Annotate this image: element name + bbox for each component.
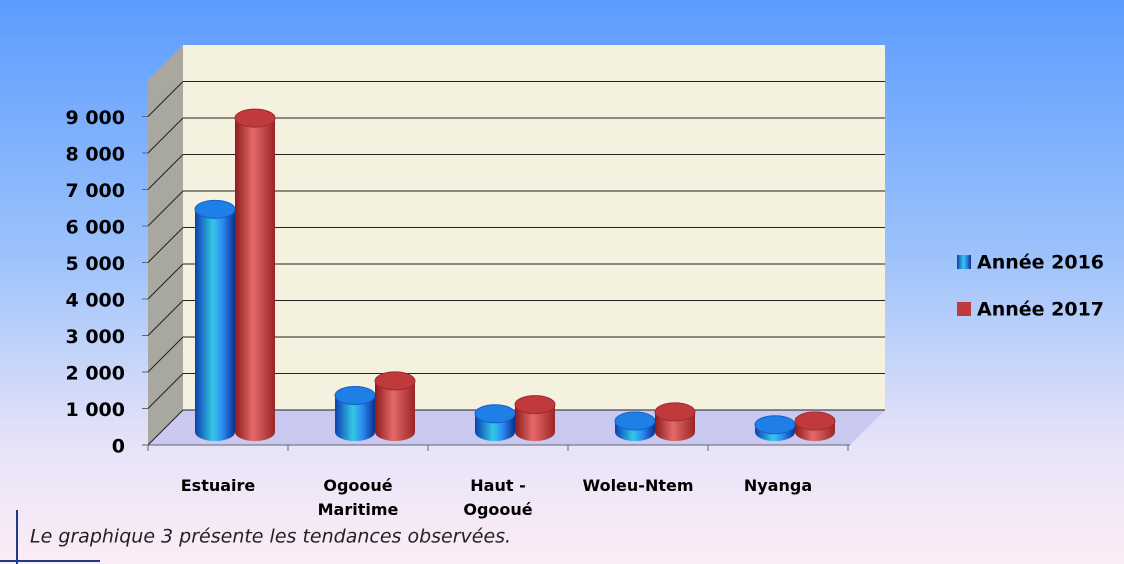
x-tick-label: Woleu-Ntem [582, 476, 694, 495]
bar-top [474, 404, 516, 424]
y-tick-label: 1 000 [66, 399, 126, 421]
bar-body [235, 118, 275, 432]
legend-label: Année 2016 [977, 252, 1104, 274]
y-tick-label: 5 000 [66, 253, 126, 275]
x-tick-label: Estuaire [180, 476, 256, 495]
y-tick-label: 8 000 [66, 144, 126, 166]
bar-bottom [515, 423, 555, 441]
x-tick-label: Nyanga [743, 476, 813, 495]
bar-top [234, 108, 276, 128]
grid-line [147, 336, 184, 373]
y-tick-label: 6 000 [66, 217, 126, 239]
bar-bottom [475, 423, 515, 441]
y-tick-label: 9 000 [66, 107, 126, 129]
bar-top [334, 386, 376, 405]
legend-label: Année 2017 [977, 299, 1104, 321]
grid-line [147, 300, 184, 336]
bar-top [194, 199, 236, 219]
bar-top [514, 395, 556, 415]
grid-line [147, 409, 184, 446]
bar-top [754, 415, 796, 435]
bar [194, 199, 236, 441]
grid-line [147, 263, 184, 300]
bar-bottom [235, 423, 275, 441]
grid-line [147, 373, 184, 409]
bar [234, 108, 276, 441]
y-tick-label: 2 000 [66, 363, 126, 385]
legend-swatch [957, 255, 971, 269]
bar [794, 411, 836, 441]
bar-top [794, 411, 836, 431]
x-tick-label: Ogooué Maritime [317, 476, 399, 519]
bar-top [654, 402, 696, 422]
bar-body [195, 209, 235, 432]
bar-top [374, 371, 416, 391]
bar-bottom [195, 423, 235, 441]
caption: Le graphique 3 présente les tendances ob… [30, 526, 511, 548]
bar-bottom [655, 423, 695, 441]
grid-line [147, 154, 184, 190]
bar [754, 415, 796, 441]
x-tick-label: Haut - Ogooué [463, 476, 533, 519]
bar [514, 395, 556, 441]
bar [334, 386, 376, 441]
bar-bottom [335, 423, 375, 441]
bar [474, 404, 516, 441]
grid-line [147, 81, 184, 117]
grid-line [147, 227, 184, 263]
grid-line [147, 117, 184, 154]
bar [654, 402, 696, 441]
y-tick-label: 3 000 [66, 326, 126, 348]
grid-line [147, 190, 184, 227]
y-tick-label: 7 000 [66, 180, 126, 202]
bar [374, 371, 416, 441]
bar [614, 411, 656, 441]
y-tick-label: 4 000 [66, 290, 126, 312]
bar-top [614, 411, 656, 431]
bar-bottom [375, 423, 415, 441]
y-tick-label: 0 [112, 436, 125, 458]
legend-swatch [957, 302, 971, 316]
